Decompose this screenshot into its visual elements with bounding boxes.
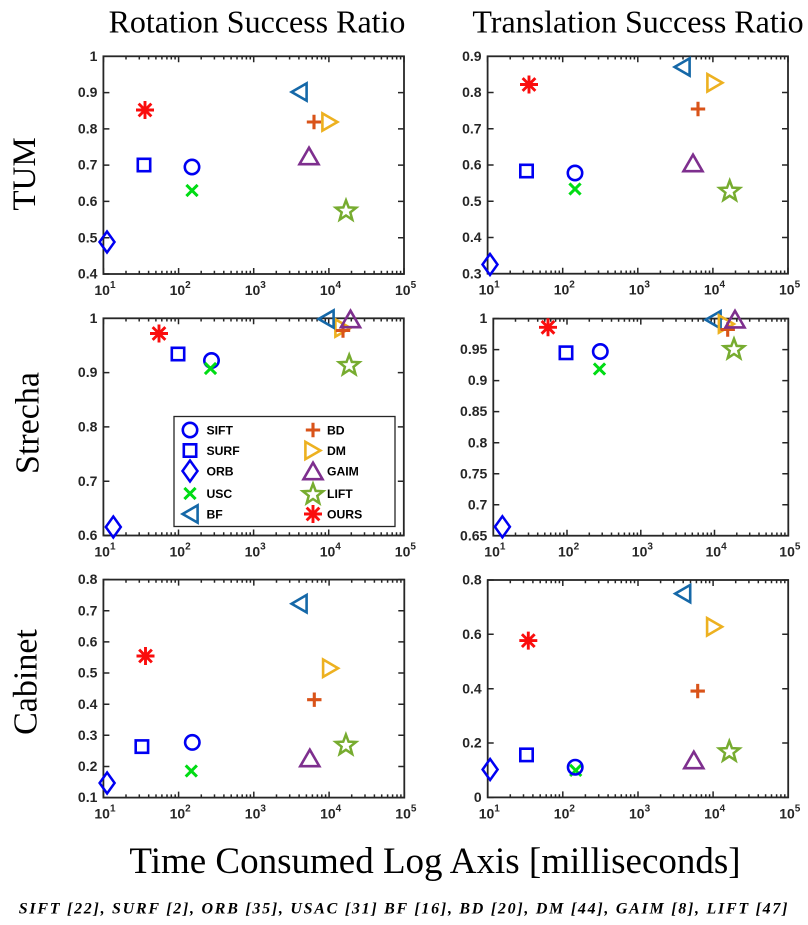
svg-text:0.8: 0.8: [462, 84, 482, 100]
svg-text:TUM: TUM: [7, 137, 43, 210]
svg-text:0.7: 0.7: [78, 473, 98, 489]
svg-text:0.5: 0.5: [78, 229, 98, 245]
svg-text:BD: BD: [327, 424, 345, 438]
svg-text:0.9: 0.9: [78, 364, 98, 380]
svg-text:0.6: 0.6: [78, 193, 98, 209]
svg-text:0.5: 0.5: [78, 665, 98, 681]
svg-text:0.4: 0.4: [78, 696, 98, 712]
svg-text:0: 0: [474, 789, 482, 805]
svg-text:0.4: 0.4: [78, 266, 98, 282]
svg-text:1: 1: [90, 48, 98, 64]
svg-text:0.5: 0.5: [462, 193, 482, 209]
svg-text:0.9: 0.9: [468, 372, 488, 388]
svg-text:0.6: 0.6: [78, 634, 98, 650]
svg-text:0.9: 0.9: [78, 84, 98, 100]
svg-text:Strecha: Strecha: [10, 372, 47, 474]
svg-text:0.8: 0.8: [78, 571, 98, 587]
svg-text:0.65: 0.65: [460, 527, 487, 543]
svg-text:Rotation Success Ratio: Rotation Success Ratio: [109, 4, 406, 40]
svg-text:0.3: 0.3: [462, 265, 482, 281]
svg-text:USC: USC: [207, 487, 233, 501]
svg-text:LIFT: LIFT: [327, 487, 353, 501]
svg-text:GAIM: GAIM: [327, 465, 359, 479]
svg-text:SIFT [22], SURF [2], ORB [35],: SIFT [22], SURF [2], ORB [35], USAC [31]…: [19, 901, 789, 918]
svg-text:DM: DM: [327, 444, 346, 458]
svg-text:0.7: 0.7: [462, 120, 482, 136]
svg-text:Time Consumed Log Axis [millis: Time Consumed Log Axis [milliseconds]: [129, 841, 740, 882]
svg-text:0.75: 0.75: [460, 465, 487, 481]
svg-text:1: 1: [480, 310, 488, 326]
svg-text:0.8: 0.8: [78, 419, 98, 435]
svg-text:0.2: 0.2: [78, 758, 98, 774]
svg-text:0.8: 0.8: [468, 434, 488, 450]
svg-text:0.4: 0.4: [462, 229, 482, 245]
svg-text:0.7: 0.7: [78, 602, 98, 618]
svg-text:SIFT: SIFT: [207, 424, 234, 438]
svg-text:0.3: 0.3: [78, 727, 98, 743]
svg-text:0.8: 0.8: [462, 572, 482, 588]
svg-text:0.95: 0.95: [460, 341, 487, 357]
svg-text:BF: BF: [207, 508, 223, 522]
svg-text:0.9: 0.9: [462, 48, 482, 64]
svg-text:SURF: SURF: [207, 444, 240, 458]
svg-text:0.7: 0.7: [468, 496, 488, 512]
svg-text:0.2: 0.2: [462, 735, 482, 751]
svg-text:0.6: 0.6: [462, 626, 482, 642]
svg-text:0.6: 0.6: [78, 527, 98, 543]
svg-text:0.1: 0.1: [78, 789, 98, 805]
svg-text:0.7: 0.7: [78, 157, 98, 173]
svg-text:OURS: OURS: [327, 508, 362, 522]
svg-text:0.8: 0.8: [78, 121, 98, 137]
svg-text:ORB: ORB: [207, 465, 234, 479]
svg-text:1: 1: [90, 310, 98, 326]
svg-text:0.6: 0.6: [462, 157, 482, 173]
svg-text:Cabinet: Cabinet: [8, 629, 45, 735]
svg-text:0.85: 0.85: [460, 403, 487, 419]
svg-text:Translation Success Ratio: Translation Success Ratio: [472, 4, 803, 40]
svg-text:0.4: 0.4: [462, 680, 482, 696]
